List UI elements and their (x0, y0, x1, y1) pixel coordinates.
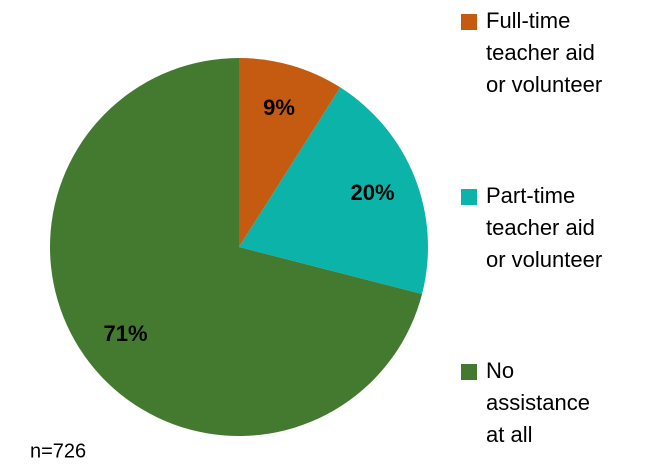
data-label: 71% (103, 321, 147, 346)
legend-swatch (461, 14, 477, 30)
legend-label: Full-time teacher aid or volunteer (486, 8, 603, 97)
pie-slice (239, 87, 428, 295)
note: n=726 (30, 440, 86, 462)
legend-label: No assistance at all (486, 358, 590, 447)
data-label: 20% (351, 180, 395, 205)
legend-swatch (461, 364, 477, 380)
legend-label: Part-time teacher aid or volunteer (486, 183, 603, 272)
data-label: 9% (263, 95, 295, 120)
pie-slice (49, 58, 423, 436)
legend-swatch (461, 189, 477, 205)
pie-slice (239, 58, 341, 247)
